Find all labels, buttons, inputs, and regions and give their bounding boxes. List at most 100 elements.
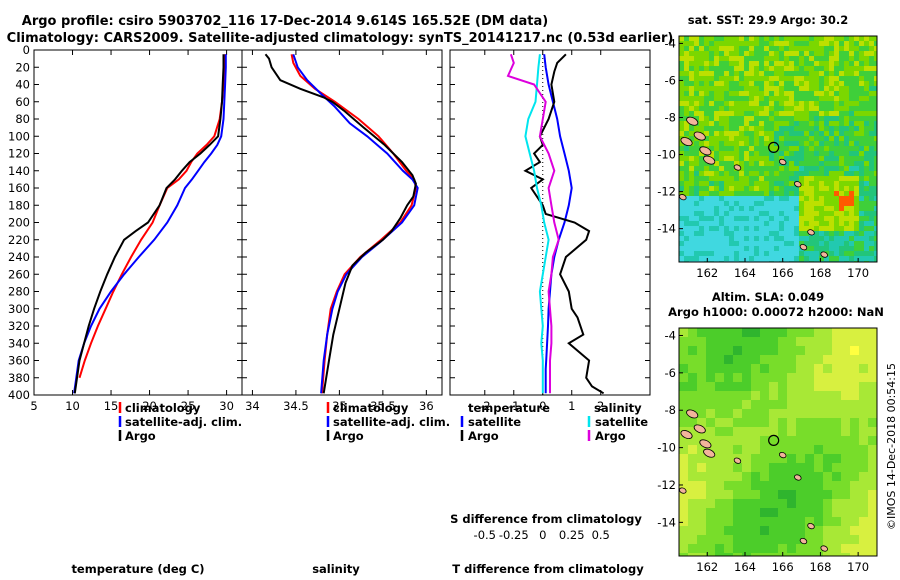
map-cell [814,161,820,167]
map-cell [734,226,740,232]
map-cell [874,196,877,202]
map-cell [679,328,689,338]
map-cell [715,391,725,401]
map-cell [809,41,815,47]
map-cell [760,553,770,556]
map-cell [778,409,788,419]
map-cell [697,535,707,545]
map-cell [739,121,745,127]
map-cell [784,176,790,182]
legend-sat-adj: satellite-adj. clim. [125,415,242,429]
map-cell [719,121,725,127]
map-cell [819,231,825,237]
map-cell [739,231,745,237]
map-cell [724,111,730,117]
map-cell [729,241,735,247]
map-cell [739,41,745,47]
map-cell [749,166,755,172]
map-cell [749,216,755,222]
map-cell [714,251,720,257]
map-cell [769,161,775,167]
map-cell [734,76,740,82]
map-cell [864,176,870,182]
map-cell [841,346,851,356]
map-cell [679,544,689,554]
map-cell [754,71,760,77]
map-cell [814,508,824,518]
map-cell [819,96,825,102]
map-cell [787,400,797,410]
map-cell [794,241,800,247]
map-cell [829,151,835,157]
map-cell [834,51,840,57]
map-cell [739,151,745,157]
series-group [264,53,419,394]
map-cell [742,517,752,527]
map-cell [850,409,860,419]
map-cell [869,156,875,162]
map-cell [839,96,845,102]
map-cell [744,36,750,42]
map-cell [764,66,770,72]
map-cell [689,186,695,192]
map-cell [849,176,855,182]
map-cell [796,355,806,365]
map-cell [733,535,743,545]
sla-map-title-2: Argo h1000: 0.00072 h2000: NaN [668,305,884,319]
map-cell [864,161,870,167]
x-tick-label: 20 [142,399,157,413]
sst-map [679,36,877,262]
map-cell [751,364,761,374]
map-cell [823,535,833,545]
map-cell [804,96,810,102]
map-cell [869,201,875,207]
map-cell [784,196,790,202]
map-cell [714,176,720,182]
map-cell [869,186,875,192]
map-cell [844,196,850,202]
map-cell [769,481,779,491]
map-cell [699,226,705,232]
map-cell [814,526,824,536]
map-cell [694,96,700,102]
map-cell [874,136,877,142]
map-cell [733,400,743,410]
map-cell [749,126,755,132]
map-cell [774,226,780,232]
map-cell [706,463,716,473]
map-cell [769,186,775,192]
map-cell [859,96,865,102]
map-cell [829,256,835,262]
y-tick-label: 320 [8,319,30,333]
map-cell [694,146,700,152]
map-cell [778,463,788,473]
map-cell [829,96,835,102]
map-cell [704,81,710,87]
map-cell [739,246,745,252]
map-cell [859,46,865,52]
map-cell [824,211,830,217]
map-x-tick-label: 164 [734,266,756,280]
map-cell [784,91,790,97]
map-cell [779,71,785,77]
map-cell [823,409,833,419]
map-cell [834,121,840,127]
map-cell [759,256,765,262]
map-cell [759,121,765,127]
map-cell [824,146,830,152]
map-cell [841,544,851,554]
map-cell [779,126,785,132]
map-cell [844,151,850,157]
map-cell [874,81,877,87]
legend-temperature-title: temperature [468,401,550,415]
map-cell [742,364,752,374]
map-cell [864,46,870,52]
map-cell [784,61,790,67]
map-cell [774,91,780,97]
map-cell [804,46,810,52]
map-cell [794,216,800,222]
map-cell [849,256,855,262]
map-cell [839,236,845,242]
map-cell [799,216,805,222]
map-cell [764,186,770,192]
